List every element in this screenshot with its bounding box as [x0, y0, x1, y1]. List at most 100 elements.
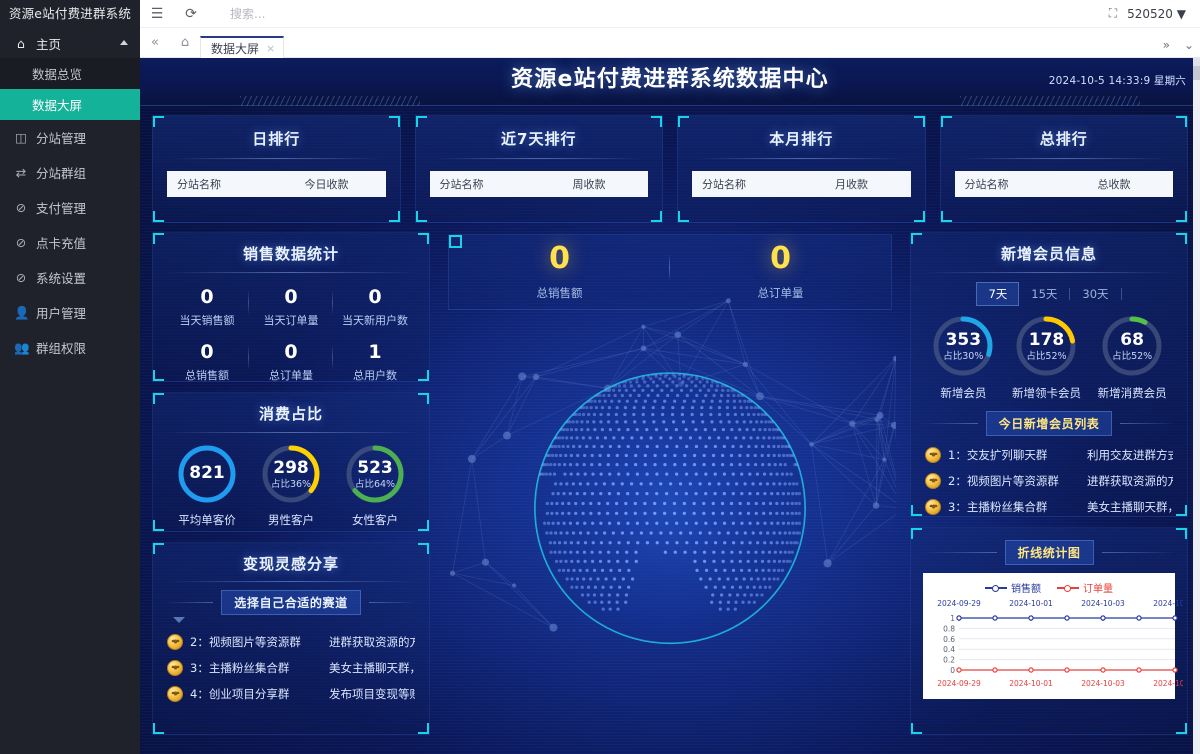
scrollbar-up-arrow[interactable]	[1193, 58, 1200, 66]
list-item-desc: 进群获取资源的方式变现	[329, 635, 415, 649]
consumption-donuts: 821 平均单客价	[165, 443, 417, 528]
page-title: 资源e站付费进群系统数据中心	[511, 67, 829, 92]
sidebar-item-system-settings[interactable]: ⊘ 系统设置	[0, 260, 140, 295]
chevron-down-icon[interactable]: ⌄	[1183, 38, 1194, 52]
list-item[interactable]: 2：视频图片等资源群 进群获取资源的方式变现	[165, 629, 417, 655]
scrollbar-thumb[interactable]	[1193, 58, 1200, 80]
sidebar-item-label: 支付管理	[36, 201, 87, 216]
stat-value: 0	[368, 286, 382, 308]
double-chevron-left-icon[interactable]: «	[151, 34, 159, 50]
fullscreen-icon[interactable]: ⛶	[1108, 6, 1118, 20]
corner-icon	[449, 235, 462, 248]
sidebar-item-station-manage[interactable]: ◫ 分站管理	[0, 120, 140, 155]
stat-cell: 1 总用户数	[333, 336, 417, 391]
stat-label: 当天新用户数	[341, 313, 408, 327]
corner-icon	[153, 211, 164, 222]
corner-icon	[418, 723, 429, 734]
home-outline-icon[interactable]: ⌂	[180, 34, 190, 50]
list-item-title: 2：视频图片等资源群	[948, 474, 1059, 488]
sidebar-submenu: 数据总览 数据大屏	[0, 58, 140, 120]
pill-line-right	[1101, 552, 1176, 553]
donut-new-paying-members: 68 占比52% 新增消费会员	[1098, 314, 1167, 401]
user-menu[interactable]: 520520 ▼	[1127, 7, 1186, 21]
members-list: 1：交友扩列聊天群 利用交友进群方式变现 2：视频图片等资源群 进群获取资源的方…	[923, 442, 1175, 520]
legend-item-orders[interactable]: 订单量	[1057, 580, 1113, 595]
group-icon: ⇄	[15, 165, 27, 180]
donut-female-customers: 523 占比64% 女性客户	[344, 443, 406, 528]
brand-title: 资源e站付费进群系统	[0, 0, 140, 28]
stat-cell: 0 当天销售额	[165, 281, 249, 336]
tab-30-days[interactable]: 30天	[1082, 287, 1109, 301]
corner-icon	[651, 116, 662, 127]
svg-text:2024-09-29: 2024-09-29	[937, 679, 981, 688]
top-toolbar: ☰ ⟳ 搜索... ⛶ 520520 ▼	[140, 0, 1200, 28]
corner-icon	[418, 233, 429, 244]
list-item-desc: 美女主播聊天群，主要色粉	[1087, 500, 1173, 514]
dashboard-grid: 销售数据统计 0 当天销售额 0 当天订单量	[140, 223, 1200, 745]
sidebar-item-data-screen[interactable]: 数据大屏	[0, 89, 140, 120]
svg-text:1: 1	[950, 614, 955, 623]
sidebar: 资源e站付费进群系统 ⌂ 主页 数据总览 数据大屏 ◫ 分站管理 ⇄ 分站群组	[0, 0, 140, 754]
corner-icon	[911, 233, 922, 244]
corner-icon	[913, 211, 925, 222]
vertical-scrollbar[interactable]	[1193, 58, 1200, 754]
stat-cell: 0 当天新用户数	[333, 281, 417, 336]
menu-fold-icon[interactable]: ☰	[150, 5, 164, 22]
check-circle-icon: ⊘	[15, 200, 27, 215]
chart-pill-row: 折线统计图	[923, 540, 1176, 565]
sidebar-item-payment-manage[interactable]: ⊘ 支付管理	[0, 190, 140, 225]
svg-text:2024-10-01: 2024-10-01	[1009, 679, 1053, 688]
svg-text:2024-10-01: 2024-10-01	[1009, 599, 1053, 608]
list-item[interactable]: 1：交友扩列聊天群 利用交友进群方式变现	[923, 442, 1175, 468]
corner-icon	[678, 211, 689, 222]
divider	[165, 432, 417, 433]
stat-value: 0	[284, 286, 298, 308]
list-item[interactable]: 2：视频图片等资源群 进群获取资源的方式变现	[923, 468, 1175, 494]
sidebar-item-group-permission[interactable]: 👥 群组权限	[0, 330, 140, 365]
inspiration-pill[interactable]: 选择自己合适的赛道	[221, 590, 361, 615]
list-item[interactable]: 3：主播粉丝集合群 美女主播聊天群，主要色粉	[165, 655, 417, 681]
sidebar-item-card-recharge[interactable]: ⊘ 点卡充值	[0, 225, 140, 260]
divider	[435, 158, 642, 159]
corner-icon	[388, 116, 400, 127]
svg-text:2024-10-05: 2024-10-05	[1153, 679, 1183, 688]
sidebar-home-label: 主页	[36, 36, 62, 52]
divider	[698, 158, 905, 159]
tabbar-right-controls: » ⌄	[1163, 38, 1194, 52]
ranking-title: 本月排行	[769, 130, 834, 148]
search-input[interactable]: 搜索...	[230, 7, 266, 21]
tab-7-days[interactable]: 7天	[976, 282, 1020, 306]
refresh-icon[interactable]: ⟳	[185, 5, 197, 22]
donut-chart-svg	[262, 445, 320, 503]
ranking-col-value: 总收款	[1097, 178, 1131, 191]
double-chevron-right-icon[interactable]: »	[1162, 38, 1170, 52]
sidebar-subitem-label: 数据大屏	[32, 98, 83, 113]
corner-icon	[418, 543, 429, 554]
sales-stats-panel: 销售数据统计 0 当天销售额 0 当天订单量	[152, 232, 430, 382]
list-item-desc: 利用交友进群方式变现	[1087, 448, 1173, 462]
tab-data-screen[interactable]: 数据大屏 ×	[200, 36, 285, 58]
datetime-label: 2024-10-5 14:33:9 星期六	[1048, 75, 1186, 87]
members-list-pill[interactable]: 今日新增会员列表	[985, 411, 1113, 436]
sidebar-item-data-overview[interactable]: 数据总览	[0, 58, 140, 89]
legend-item-sales[interactable]: 销售额	[985, 580, 1041, 595]
donut-percent: 占比36%	[270, 479, 312, 490]
medal-icon	[167, 634, 183, 650]
corner-icon	[418, 520, 429, 531]
corner-icon	[1176, 528, 1187, 539]
sidebar-item-home[interactable]: ⌂ 主页	[0, 28, 140, 58]
list-item[interactable]: 4：创业项目分享群 发布项目变现等赚钱资源	[165, 681, 417, 707]
close-icon[interactable]: ×	[266, 41, 276, 55]
donut-label: 新增会员	[940, 386, 987, 400]
inspiration-list: 2：视频图片等资源群 进群获取资源的方式变现 3：主播粉丝集合群 美女主播聊天群…	[165, 629, 417, 707]
stat-cell: 0 当天订单量	[249, 281, 333, 336]
sidebar-item-station-group[interactable]: ⇄ 分站群组	[0, 155, 140, 190]
medal-icon	[925, 473, 941, 489]
corner-icon	[153, 116, 164, 127]
tab-15-days[interactable]: 15天	[1031, 287, 1058, 301]
header-background	[140, 58, 1200, 106]
list-item[interactable]: 3：主播粉丝集合群 美女主播聊天群，主要色粉	[923, 494, 1175, 520]
center-totals-panel: 0 总销售额 0 总订单量	[448, 234, 892, 310]
svg-text:0.6: 0.6	[943, 635, 955, 644]
sidebar-item-user-manage[interactable]: 👤 用户管理	[0, 295, 140, 330]
